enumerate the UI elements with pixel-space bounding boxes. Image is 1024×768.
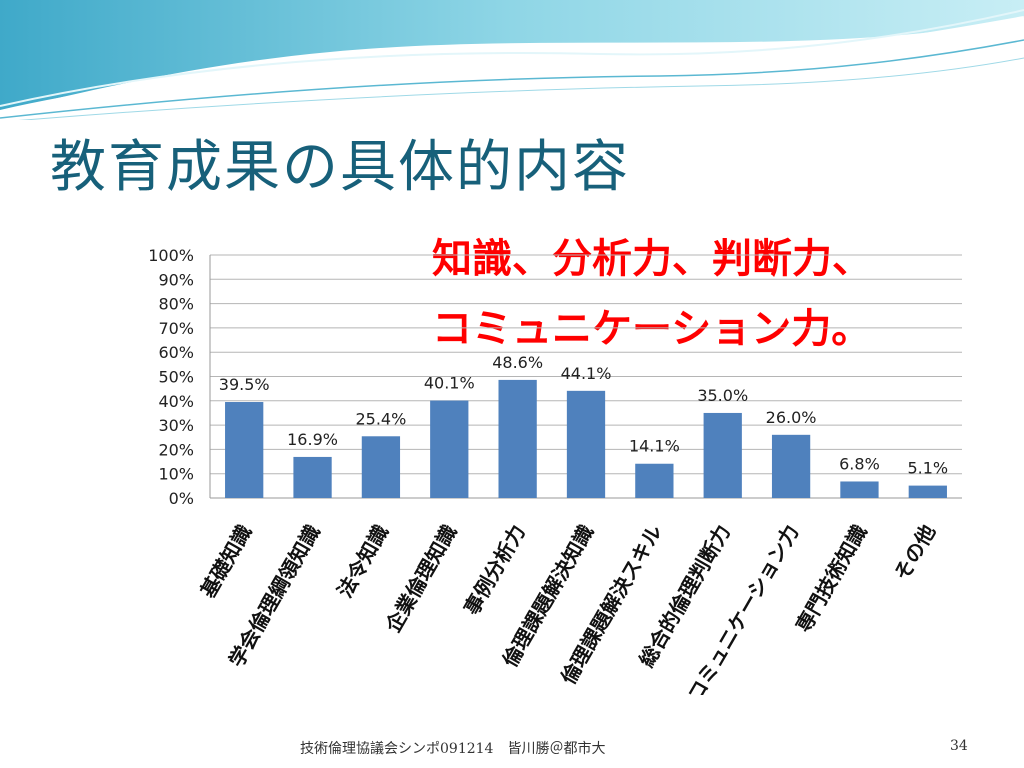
y-tick-label: 30% [158,416,194,435]
data-label: 25.4% [355,409,406,428]
data-label: 5.1% [907,459,948,478]
bar [293,456,332,498]
bar [771,434,811,498]
callout-line-1: 知識、分析力、判断力、 [432,236,872,282]
slide-title: 教育成果の具体的内容 [50,135,630,200]
data-label: 26.0% [766,408,817,427]
bar [908,485,947,498]
data-label: 40.1% [424,374,475,393]
y-tick-label: 90% [158,270,194,289]
data-label: 6.8% [839,454,880,473]
y-tick-label: 20% [158,440,194,459]
chart-gridlines [209,254,962,499]
footer-text: 技術倫理協議会シンポ091214 皆川勝＠都市大 [300,741,606,757]
value-labels: 39.5% 16.9% 25.4% 40.1% 48.6% 44.1% 14.1% 35.0%… [219,353,948,478]
bar [635,463,674,498]
data-label: 48.6% [492,353,543,372]
y-tick-label: 0% [169,489,194,508]
bar [498,379,537,498]
bar [840,481,879,498]
y-tick-label: 100% [148,246,194,265]
bar [430,400,469,498]
y-tick-label: 40% [158,392,194,411]
data-label: 35.0% [697,386,748,405]
data-label: 14.1% [629,437,680,456]
x-tick-label: 法令知識 [332,521,393,602]
bar [566,390,606,498]
y-tick-label: 80% [158,295,194,314]
y-tick-label: 70% [158,319,194,338]
y-tick-label: 60% [158,343,194,362]
bar [361,436,401,498]
data-label: 39.5% [219,375,270,394]
y-tick-label: 50% [158,368,194,387]
data-label: 44.1% [561,364,612,383]
x-tick-label: 企業倫理知識 [380,521,461,638]
y-axis-ticks: 0% 10% 20% 30% 40% 50% 60% 70% 80% 90% 100% [148,246,194,508]
y-tick-label: 10% [158,465,194,484]
page-number: 34 [950,738,968,754]
x-tick-label: その他 [889,521,940,585]
bar-chart: 0% 10% 20% 30% 40% 50% 60% 70% 80% 90% 100% 39.5% 1… [148,246,962,696]
header-wave-decoration [0,0,1024,120]
x-tick-label: 専門技術知識 [791,521,872,637]
callout-line-2: コミュニケーション力。 [432,306,872,352]
data-label: 16.9% [287,430,338,449]
bar [703,412,742,498]
x-tick-label: 基礎知識 [196,521,257,602]
x-tick-label: 事例分析力 [459,521,530,620]
chart-bars [225,379,947,498]
bar [225,402,264,498]
